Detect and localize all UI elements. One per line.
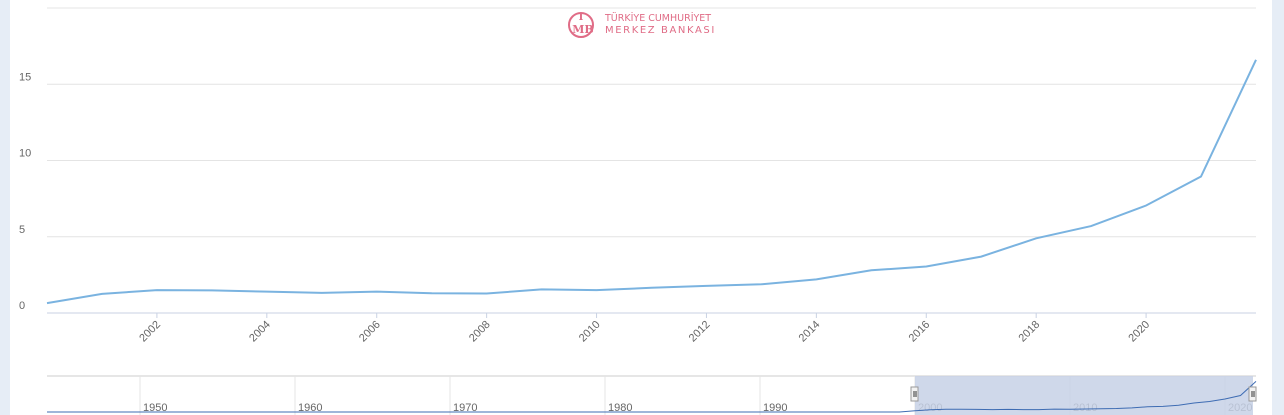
data-point[interactable] bbox=[1254, 58, 1258, 62]
x-tick-label: 2010 bbox=[577, 319, 603, 345]
svg-text:MB: MB bbox=[572, 23, 593, 36]
data-point[interactable] bbox=[759, 282, 763, 286]
data-point[interactable] bbox=[375, 290, 379, 294]
data-point[interactable] bbox=[979, 255, 983, 259]
navigator-selected-range[interactable] bbox=[915, 376, 1253, 415]
data-point[interactable] bbox=[155, 288, 159, 292]
navigator-tick-label: 1980 bbox=[608, 402, 632, 414]
navigator-right-handle[interactable] bbox=[1248, 386, 1257, 402]
logo-line1: TÜRKİYE CUMHURİYET bbox=[604, 13, 711, 24]
y-tick-label: 0 bbox=[19, 300, 25, 312]
data-point[interactable] bbox=[814, 277, 818, 281]
x-tick-label: 2014 bbox=[797, 319, 823, 345]
navigator-tick-label: 1950 bbox=[143, 402, 167, 414]
navigator-tick-label: 1960 bbox=[298, 402, 322, 414]
tcmb-emblem-icon: T MB bbox=[568, 12, 594, 38]
data-point[interactable] bbox=[485, 291, 489, 295]
navigator-tick-label: 1970 bbox=[453, 402, 477, 414]
data-point[interactable] bbox=[1034, 236, 1038, 240]
data-point[interactable] bbox=[1144, 203, 1148, 207]
x-tick-label: 2012 bbox=[687, 319, 713, 345]
x-tick-label: 2020 bbox=[1126, 319, 1152, 345]
data-point[interactable] bbox=[595, 288, 599, 292]
navigator-series-line bbox=[47, 381, 1257, 413]
y-axis-ticks: 0 5 10 15 bbox=[19, 71, 31, 312]
chart-panel: 0 5 10 15 2002 2004 2006 2008 2010 2012 2014 2016 2… bbox=[10, 0, 1272, 415]
series-group bbox=[45, 58, 1258, 305]
logo-line2: MERKEZ BANKASI bbox=[605, 25, 716, 36]
data-point[interactable] bbox=[869, 268, 873, 272]
y-tick-label: 15 bbox=[19, 71, 31, 83]
data-point[interactable] bbox=[320, 291, 324, 295]
data-point[interactable] bbox=[1089, 224, 1093, 228]
data-point[interactable] bbox=[1199, 175, 1203, 179]
svg-text:T: T bbox=[577, 12, 585, 23]
navigator-left-handle[interactable] bbox=[910, 386, 919, 402]
tcmb-logo: T MB TÜRKİYE CUMHURİYET MERKEZ BANKASI bbox=[568, 12, 716, 38]
data-point[interactable] bbox=[650, 286, 654, 290]
data-point[interactable] bbox=[265, 290, 269, 294]
x-axis-ticks: 2002 2004 2006 2008 2010 2012 2014 2016 2018 2020 bbox=[137, 313, 1152, 344]
x-tick-label: 2002 bbox=[137, 319, 163, 345]
x-tick-label: 2004 bbox=[247, 319, 273, 345]
data-point[interactable] bbox=[210, 288, 214, 292]
grid-lines bbox=[47, 7, 1256, 314]
data-point[interactable] bbox=[924, 264, 928, 268]
y-tick-label: 5 bbox=[19, 224, 25, 236]
series-line bbox=[46, 59, 1257, 305]
data-point[interactable] bbox=[430, 291, 434, 295]
data-point[interactable] bbox=[540, 287, 544, 291]
data-point[interactable] bbox=[100, 292, 104, 296]
data-point[interactable] bbox=[45, 301, 49, 305]
navigator[interactable]: 19501960197019801990200020102020 bbox=[47, 375, 1257, 415]
x-tick-label: 2018 bbox=[1017, 319, 1043, 345]
y-tick-label: 10 bbox=[19, 148, 31, 160]
x-tick-label: 2006 bbox=[357, 319, 383, 345]
x-tick-label: 2016 bbox=[907, 319, 933, 345]
data-point[interactable] bbox=[704, 284, 708, 288]
navigator-tick-label: 1990 bbox=[763, 402, 787, 414]
x-tick-label: 2008 bbox=[467, 319, 493, 345]
